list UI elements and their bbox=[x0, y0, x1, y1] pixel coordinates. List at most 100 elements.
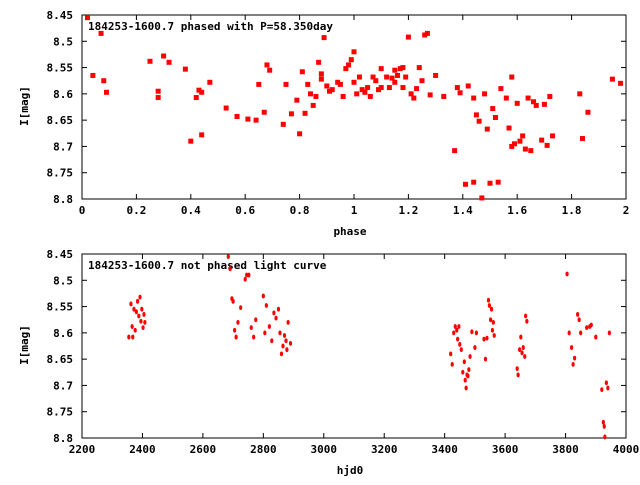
phased-data-point bbox=[166, 59, 172, 65]
phased-data-point bbox=[541, 101, 547, 107]
phased-data-point bbox=[351, 49, 357, 55]
unphased-data-point bbox=[249, 325, 253, 330]
unphased-data-point bbox=[565, 271, 569, 277]
unphased-y-tick-label: 8.45 bbox=[47, 248, 74, 261]
phased-x-tick-label: 1 bbox=[351, 204, 358, 217]
unphased-data-point bbox=[473, 345, 477, 350]
phased-data-point bbox=[495, 179, 501, 185]
unphased-data-point bbox=[281, 343, 285, 349]
unphased-data-point bbox=[286, 319, 290, 325]
phased-data-point bbox=[424, 30, 430, 36]
phased-data-point bbox=[492, 115, 498, 121]
phased-data-point bbox=[267, 67, 273, 73]
unphased-y-tick-label: 8.75 bbox=[47, 406, 74, 419]
phased-x-axis-label: phase bbox=[333, 225, 366, 238]
phased-data-point bbox=[400, 65, 406, 71]
phased-data-point bbox=[346, 62, 352, 68]
unphased-light-curve-panel: 184253-1600.7 not phased light curve hjd… bbox=[18, 248, 639, 477]
phased-data-point bbox=[155, 95, 161, 101]
unphased-data-point bbox=[524, 313, 528, 319]
unphased-data-point bbox=[457, 324, 461, 329]
phased-data-point bbox=[245, 116, 251, 122]
phased-data-point bbox=[514, 100, 520, 106]
unphased-data-point bbox=[282, 333, 287, 338]
unphased-x-tick-label: 2400 bbox=[129, 443, 156, 456]
phased-data-point bbox=[389, 75, 395, 81]
unphased-data-point bbox=[226, 254, 230, 260]
phased-data-point bbox=[544, 142, 550, 148]
phased-x-tick-label: 1.6 bbox=[507, 204, 527, 217]
unphased-data-point bbox=[263, 330, 267, 336]
unphased-data-point bbox=[525, 318, 529, 324]
unphased-plot-frame bbox=[81, 253, 627, 439]
unphased-data-point bbox=[450, 362, 454, 367]
phased-y-tick-label: 8.8 bbox=[53, 193, 73, 206]
phased-data-point bbox=[359, 87, 365, 93]
unphased-data-point bbox=[602, 424, 606, 429]
unphased-data-point bbox=[490, 327, 495, 333]
unphased-data-point bbox=[139, 318, 143, 324]
phased-data-point bbox=[348, 57, 354, 63]
phased-data-point bbox=[101, 78, 107, 84]
phased-y-tick-label: 8.7 bbox=[53, 140, 73, 153]
unphased-data-point bbox=[458, 342, 462, 347]
phased-data-point bbox=[384, 74, 390, 80]
phased-data-point bbox=[84, 15, 90, 21]
unphased-data-point bbox=[467, 367, 471, 373]
phased-plot-frame bbox=[81, 14, 627, 200]
phased-data-point bbox=[479, 195, 485, 201]
phased-data-point bbox=[416, 65, 422, 71]
phased-data-point bbox=[422, 32, 428, 38]
unphased-data-point bbox=[486, 297, 491, 303]
phased-data-point bbox=[324, 83, 330, 89]
unphased-data-point bbox=[452, 330, 456, 336]
unphased-data-point bbox=[453, 324, 457, 329]
phased-data-point bbox=[395, 72, 401, 78]
phased-data-point bbox=[299, 69, 305, 75]
unphased-y-tick-label: 8.5 bbox=[53, 274, 73, 287]
phased-data-point bbox=[321, 35, 327, 41]
phased-data-point bbox=[509, 143, 515, 149]
phased-data-point bbox=[294, 97, 300, 103]
unphased-data-point bbox=[234, 334, 238, 340]
phased-data-point bbox=[256, 81, 262, 87]
phased-x-tick-label: 2 bbox=[623, 204, 630, 217]
phased-y-tick-label: 8.5 bbox=[53, 35, 73, 48]
unphased-data-point bbox=[474, 330, 478, 336]
phased-data-point bbox=[539, 137, 545, 143]
phased-data-point bbox=[473, 112, 479, 118]
phased-data-point bbox=[161, 53, 167, 59]
phased-data-point bbox=[609, 76, 615, 82]
phased-data-point bbox=[498, 86, 504, 92]
phased-data-point bbox=[476, 118, 482, 124]
unphased-data-point bbox=[138, 294, 142, 300]
unphased-data-point bbox=[567, 330, 571, 336]
phased-data-point bbox=[147, 58, 153, 64]
phased-data-point bbox=[199, 89, 205, 95]
unphased-data-point bbox=[279, 351, 284, 357]
unphased-x-tick-label: 3400 bbox=[431, 443, 458, 456]
phased-data-point bbox=[577, 91, 583, 97]
unphased-data-point bbox=[482, 336, 486, 342]
unphased-data-point bbox=[607, 330, 611, 336]
unphased-data-point bbox=[140, 306, 144, 312]
unphased-data-point bbox=[604, 380, 608, 386]
unphased-x-tick-label: 3800 bbox=[552, 443, 579, 456]
phased-data-point bbox=[550, 133, 556, 139]
phased-x-tick-label: 0 bbox=[79, 204, 86, 217]
phased-data-point bbox=[329, 87, 335, 93]
unphased-data-point bbox=[487, 303, 491, 308]
unphased-data-point bbox=[579, 330, 583, 336]
unphased-data-point bbox=[570, 345, 574, 350]
unphased-data-point bbox=[606, 385, 610, 391]
unphased-data-point bbox=[231, 298, 235, 304]
phased-data-point bbox=[392, 79, 398, 85]
unphased-x-axis-label: hjd0 bbox=[337, 464, 364, 477]
unphased-data-point bbox=[449, 351, 453, 357]
unphased-y-tick-label: 8.7 bbox=[53, 379, 73, 392]
unphased-data-point bbox=[131, 334, 135, 340]
phased-data-point bbox=[340, 93, 346, 99]
phased-data-point bbox=[196, 87, 202, 93]
unphased-data-point bbox=[589, 322, 593, 328]
